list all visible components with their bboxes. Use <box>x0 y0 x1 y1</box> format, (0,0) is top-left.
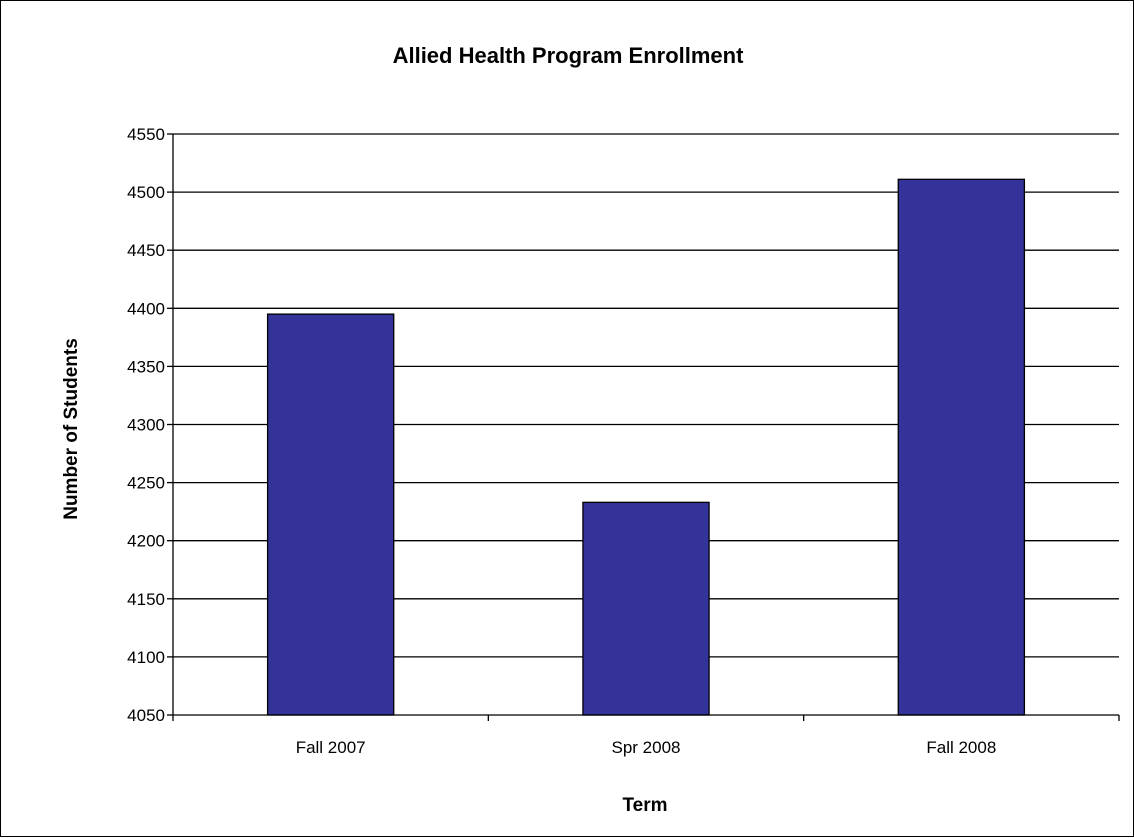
x-axis-label: Term <box>622 795 667 816</box>
y-tick-label: 4100 <box>127 648 165 667</box>
bar-spr-2008 <box>582 501 710 716</box>
bars <box>266 178 1026 716</box>
y-tick-label: 4250 <box>127 474 165 493</box>
x-tick-label: Fall 2008 <box>926 738 996 757</box>
y-tick-label: 4550 <box>127 125 165 144</box>
y-tick-label: 4150 <box>127 590 165 609</box>
y-axis-ticks: 4050 4100 4150 4200 4250 4300 4350 4400 4450 4500… <box>127 125 173 725</box>
bar-fall-2007 <box>266 313 395 716</box>
y-tick-label: 4200 <box>127 532 165 551</box>
x-axis-ticks: Fall 2007 Spr 2008 Fall 2008 <box>172 715 1120 757</box>
bar-fall-2008 <box>897 178 1026 716</box>
y-tick-label: 4300 <box>127 416 165 435</box>
x-tick-label: Spr 2008 <box>612 738 681 757</box>
y-tick-label: 4400 <box>127 299 165 318</box>
y-axis-label: Number of Students <box>61 338 82 520</box>
y-tick-label: 4450 <box>127 241 165 260</box>
x-tick-label: Fall 2007 <box>296 738 366 757</box>
y-tick-label: 4500 <box>127 183 165 202</box>
y-tick-label: 4050 <box>127 706 165 725</box>
chart-title: Allied Health Program Enrollment <box>393 43 745 68</box>
y-tick-label: 4350 <box>127 357 165 376</box>
